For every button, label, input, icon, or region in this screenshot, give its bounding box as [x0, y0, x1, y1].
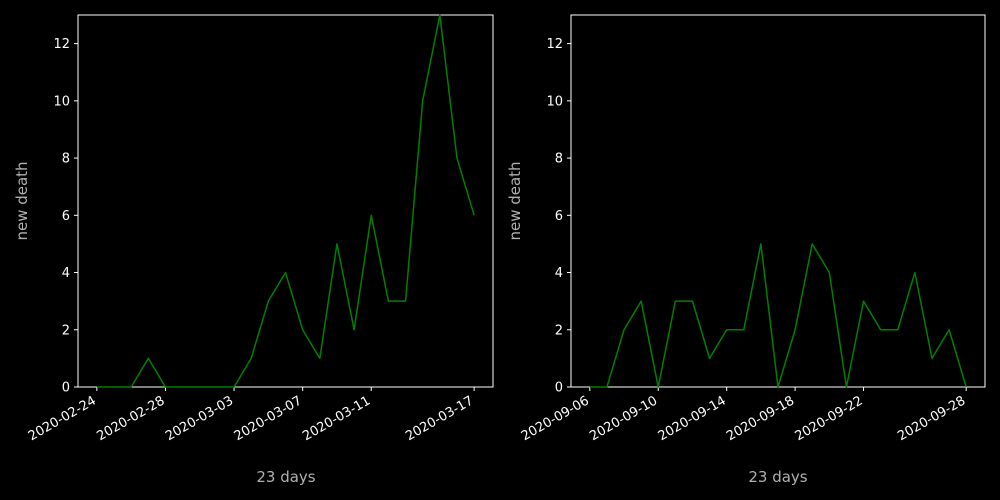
y-tick-label-left: 8	[62, 152, 70, 167]
data-point-right	[897, 329, 899, 331]
y-tick-label-right: 2	[555, 323, 563, 338]
y-tick-label-left: 12	[53, 37, 70, 52]
data-point-left	[456, 157, 458, 159]
series-line-left	[96, 14, 475, 388]
data-point-right	[914, 272, 916, 274]
data-point-left	[285, 272, 287, 274]
data-point-right	[811, 243, 813, 245]
y-tick-label-left: 2	[62, 323, 70, 338]
data-point-left	[199, 386, 201, 388]
data-point-right	[726, 329, 728, 331]
data-point-left	[147, 357, 149, 359]
data-point-left	[422, 100, 424, 102]
data-point-right	[743, 329, 745, 331]
data-point-right	[777, 386, 779, 388]
data-point-right	[589, 386, 591, 388]
data-point-right	[828, 272, 830, 274]
data-point-right	[794, 329, 796, 331]
data-point-left	[267, 300, 269, 302]
data-point-right	[863, 300, 865, 302]
data-point-right	[691, 300, 693, 302]
y-tick-label-right: 10	[546, 94, 563, 109]
data-point-left	[233, 386, 235, 388]
y-tick-label-left: 6	[62, 209, 70, 224]
y-tick-label-right: 6	[555, 209, 563, 224]
data-point-left	[113, 386, 115, 388]
data-point-right	[965, 386, 967, 388]
data-point-right	[623, 329, 625, 331]
data-point-left	[439, 14, 441, 16]
xlabel-right: 23 days	[748, 468, 807, 486]
data-point-right	[657, 386, 659, 388]
y-tick-label-left: 4	[62, 266, 70, 281]
axes-frame-left	[77, 14, 494, 388]
data-point-left	[353, 329, 355, 331]
data-point-left	[319, 357, 321, 359]
data-point-left	[387, 300, 389, 302]
data-point-left	[164, 386, 166, 388]
data-point-left	[473, 214, 475, 216]
data-point-left	[370, 214, 372, 216]
data-point-right	[880, 329, 882, 331]
data-point-left	[336, 243, 338, 245]
data-point-left	[182, 386, 184, 388]
data-point-right	[640, 300, 642, 302]
data-point-left	[96, 386, 98, 388]
xlabel-left: 23 days	[256, 468, 315, 486]
y-tick-label-right: 4	[555, 266, 563, 281]
data-point-right	[709, 357, 711, 359]
y-tick-label-right: 12	[546, 37, 563, 52]
data-point-left	[302, 329, 304, 331]
data-point-left	[130, 386, 132, 388]
ylabel-right: new death	[506, 161, 524, 240]
y-tick-label-left: 0	[62, 381, 70, 396]
y-tick-label-right: 8	[555, 152, 563, 167]
y-tick-label-right: 0	[555, 381, 563, 396]
ylabel-left: new death	[13, 161, 31, 240]
data-point-right	[760, 243, 762, 245]
series-line-right	[589, 243, 967, 388]
data-point-left	[250, 357, 252, 359]
data-point-right	[931, 357, 933, 359]
data-point-left	[405, 300, 407, 302]
data-point-right	[606, 386, 608, 388]
data-point-right	[845, 386, 847, 388]
data-point-right	[948, 329, 950, 331]
y-tick-label-left: 10	[53, 94, 70, 109]
data-point-left	[216, 386, 218, 388]
data-point-right	[674, 300, 676, 302]
